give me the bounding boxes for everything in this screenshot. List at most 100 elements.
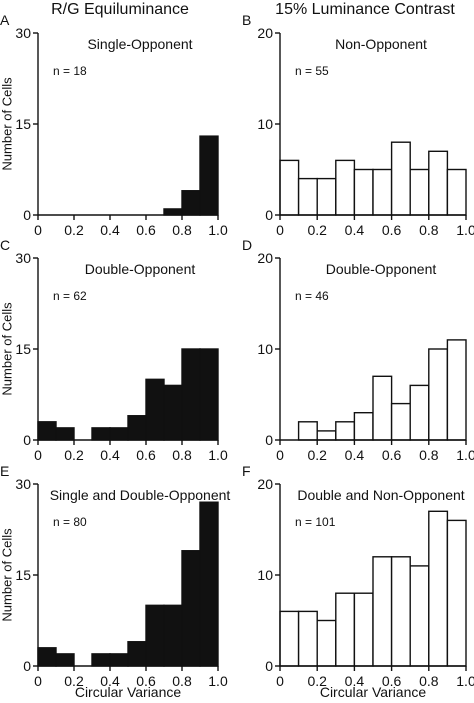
x-tick-label: 0: [276, 447, 284, 463]
histogram-bar: [199, 501, 219, 667]
x-tick-label: 0.6: [382, 222, 402, 238]
y-tick-label: 30: [15, 250, 31, 266]
x-tick-label: 0.8: [172, 673, 192, 689]
histogram-bar: [372, 556, 393, 667]
x-tick-label: 0.4: [345, 673, 365, 689]
histogram-bar: [145, 604, 165, 667]
y-tick-label: 30: [15, 476, 31, 492]
column-title-left: R/G Equiluminance: [51, 1, 189, 18]
panel-letter: D: [242, 237, 252, 253]
y-axis-label: Number of Cells: [0, 528, 14, 622]
x-tick-label: 1.0: [208, 222, 228, 238]
y-tick-label: 0: [265, 432, 273, 448]
histogram-bar: [55, 653, 75, 667]
y-tick-label: 15: [15, 116, 31, 132]
x-tick-label: 0.2: [64, 673, 84, 689]
x-tick-label: 1.0: [456, 447, 474, 463]
column-title-right: 15% Luminance Contrast: [275, 1, 455, 18]
histogram-bar: [297, 421, 318, 441]
histogram-bar: [390, 556, 411, 667]
histogram-bar: [335, 421, 356, 441]
y-tick-label: 15: [15, 341, 31, 357]
histogram-bar: [409, 384, 430, 441]
histogram-bar: [163, 604, 183, 667]
x-tick-label: 0.8: [172, 447, 192, 463]
x-tick-label: 0.4: [100, 447, 120, 463]
histogram-bar: [181, 190, 201, 216]
histogram-bar: [181, 348, 201, 441]
histogram-bar: [109, 653, 129, 667]
histogram-bar: [390, 141, 411, 216]
sample-size-label: n = 55: [295, 64, 329, 78]
y-tick-label: 10: [257, 567, 273, 583]
y-tick-label: 0: [23, 207, 31, 223]
histogram-bar: [181, 550, 201, 667]
x-tick-label: 1.0: [456, 673, 474, 689]
histogram-bar: [390, 402, 411, 441]
x-tick-label: 0.4: [345, 222, 365, 238]
x-tick-label: 0.6: [136, 673, 156, 689]
histogram-bar: [163, 208, 183, 216]
x-axis-label: Circular Variance: [320, 684, 427, 700]
histogram-bar: [446, 339, 467, 441]
histogram-bar: [316, 619, 337, 667]
histogram-bar: [279, 159, 300, 216]
x-tick-label: 0.2: [307, 222, 327, 238]
x-tick-label: 0: [276, 673, 284, 689]
x-tick-label: 0.8: [172, 222, 192, 238]
x-tick-label: 0: [34, 447, 42, 463]
sample-size-label: n = 62: [53, 289, 87, 303]
panel-title: Single-Opponent: [87, 36, 192, 52]
x-tick-label: 1.0: [456, 222, 474, 238]
panel-title: Double-Opponent: [85, 261, 196, 277]
y-tick-label: 0: [265, 658, 273, 674]
x-tick-label: 1.0: [208, 447, 228, 463]
x-tick-label: 0.4: [345, 447, 365, 463]
x-tick-label: 0.8: [419, 222, 439, 238]
x-tick-label: 0.4: [100, 673, 120, 689]
x-tick-label: 0.2: [64, 222, 84, 238]
y-tick-label: 20: [257, 250, 273, 266]
sample-size-label: n = 80: [53, 515, 87, 529]
histogram-bar: [91, 427, 111, 441]
sample-size-label: n = 46: [295, 289, 329, 303]
sample-size-label: n = 18: [53, 64, 87, 78]
histogram-bar: [37, 647, 57, 667]
x-tick-label: 0.2: [307, 673, 327, 689]
x-tick-label: 0.6: [136, 222, 156, 238]
histogram-bar: [109, 427, 129, 441]
x-axis-label: Circular Variance: [75, 684, 182, 700]
histogram-bar: [91, 653, 111, 667]
panel-letter: B: [242, 12, 251, 28]
histogram-bar: [428, 348, 449, 441]
x-tick-label: 0: [34, 222, 42, 238]
x-tick-label: 0.6: [382, 447, 402, 463]
histogram-bar: [335, 159, 356, 216]
sample-size-label: n = 101: [295, 515, 336, 529]
panel-letter: F: [242, 463, 251, 479]
x-tick-label: 0.6: [382, 673, 402, 689]
histogram-bar: [316, 177, 337, 216]
histogram-bar: [316, 430, 337, 441]
histogram-bar: [372, 375, 393, 441]
histogram-bar: [353, 168, 374, 216]
y-axis-label: Number of Cells: [0, 302, 14, 396]
x-tick-label: 0: [276, 222, 284, 238]
y-axis-label: Number of Cells: [0, 77, 14, 171]
histogram-bar: [199, 348, 219, 441]
histogram-bar: [428, 510, 449, 667]
histogram-bar: [353, 592, 374, 667]
y-tick-label: 15: [15, 567, 31, 583]
panel-letter: E: [0, 463, 9, 479]
histogram-bar: [446, 168, 467, 216]
panel-letter: C: [0, 237, 10, 253]
histogram-bar: [409, 565, 430, 667]
x-tick-label: 0.4: [100, 222, 120, 238]
panel-title: Single and Double-Opponent: [50, 487, 231, 503]
histogram-bar: [55, 427, 75, 441]
histogram-bar: [127, 415, 147, 441]
y-tick-label: 20: [257, 25, 273, 41]
x-tick-label: 0.8: [419, 447, 439, 463]
y-tick-label: 0: [23, 432, 31, 448]
